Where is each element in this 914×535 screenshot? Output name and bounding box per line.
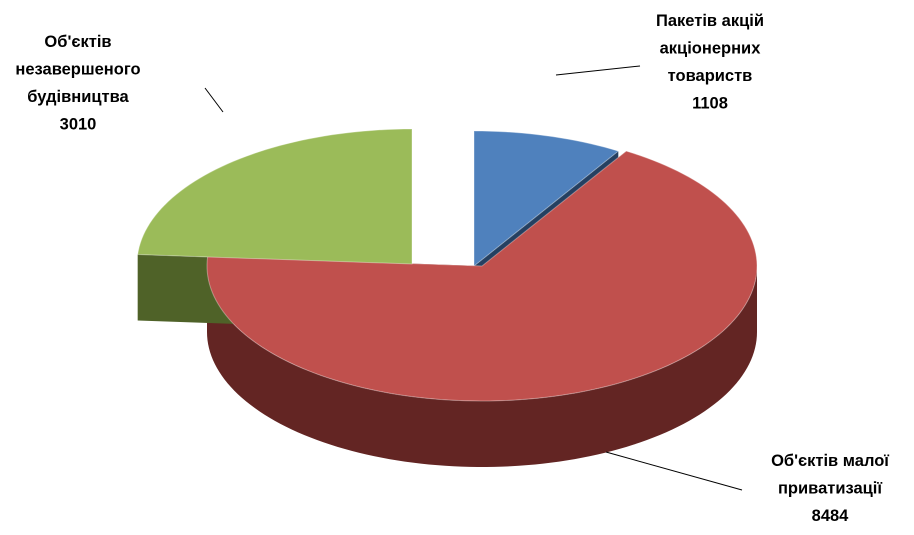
leader-line-1 (605, 451, 743, 491)
slice-label-line-0-1: акціонерних (660, 40, 762, 58)
slice-label-line-0-0: Пакетів акцій (656, 12, 764, 30)
slice-label-2: Об'єктів незавершеного будівництва 3010 (15, 33, 140, 134)
leader-line-2 (204, 87, 224, 113)
slice-label-line-2-1: незавершеного (15, 61, 140, 79)
pie-slice-0 (473, 130, 620, 268)
slice-label-0: Пакетів акцій акціонерних товариств 1108 (656, 12, 764, 113)
slice-label-line-2-0: Об'єктів (44, 33, 111, 51)
slice-label-1: Об'єктів малої приватизації 8484 (771, 452, 889, 525)
leader-line-0 (555, 65, 641, 76)
slice-label-line-1-0: Об'єктів малої (771, 452, 889, 470)
slice-label-line-1-1: приватизації (778, 480, 882, 498)
slice-label-line-2-2: будівництва (27, 88, 129, 106)
pie-slice-wall-1-0 (207, 266, 757, 467)
slice-value-2: 3010 (60, 116, 97, 134)
slice-value-0: 1108 (692, 95, 728, 113)
pie-slice-2 (137, 128, 413, 265)
pie-slice-1 (206, 150, 758, 402)
slice-label-line-0-2: товариств (668, 67, 753, 85)
slice-value-1: 8484 (812, 507, 850, 525)
